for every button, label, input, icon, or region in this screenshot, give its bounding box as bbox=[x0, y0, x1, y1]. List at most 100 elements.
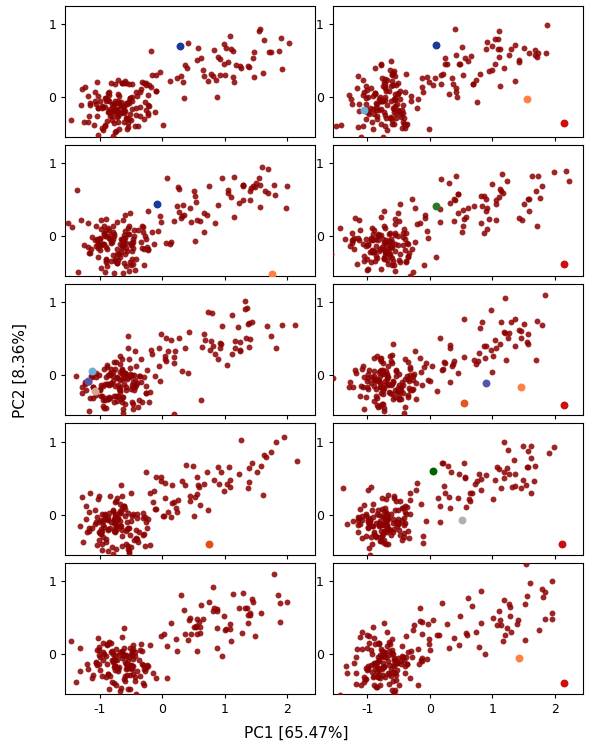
Point bbox=[371, 531, 381, 542]
Point bbox=[244, 462, 253, 474]
Point bbox=[91, 240, 101, 252]
Point bbox=[377, 643, 386, 655]
Point bbox=[102, 243, 111, 255]
Point bbox=[101, 230, 110, 242]
Point bbox=[393, 239, 403, 251]
Point bbox=[379, 660, 388, 672]
Point bbox=[229, 211, 239, 223]
Point bbox=[98, 125, 108, 137]
Point bbox=[499, 326, 509, 338]
Point bbox=[112, 111, 122, 123]
Point bbox=[110, 525, 119, 537]
Point bbox=[124, 79, 134, 91]
Point bbox=[388, 659, 397, 671]
Point bbox=[257, 459, 266, 471]
Point bbox=[202, 209, 212, 221]
Point bbox=[111, 520, 120, 532]
Point bbox=[120, 75, 130, 87]
Point bbox=[404, 391, 413, 403]
Point bbox=[197, 599, 206, 611]
Point bbox=[190, 235, 200, 247]
Point bbox=[258, 489, 268, 501]
Point bbox=[115, 646, 125, 657]
Point bbox=[366, 257, 375, 269]
Point bbox=[371, 530, 381, 542]
Point bbox=[380, 73, 390, 85]
Point bbox=[260, 185, 269, 197]
Point bbox=[252, 177, 261, 189]
Point bbox=[493, 33, 503, 45]
Point bbox=[155, 66, 165, 78]
Point bbox=[387, 80, 396, 92]
Point bbox=[114, 383, 124, 395]
Point bbox=[255, 25, 264, 37]
Point bbox=[238, 194, 247, 206]
Point bbox=[366, 644, 375, 656]
Point bbox=[85, 522, 94, 534]
Point bbox=[108, 249, 118, 260]
Point bbox=[137, 658, 146, 670]
Point bbox=[437, 364, 446, 375]
Point bbox=[120, 257, 129, 269]
Point bbox=[362, 79, 371, 91]
Point bbox=[213, 199, 222, 211]
Point bbox=[398, 231, 408, 243]
Point bbox=[91, 657, 101, 669]
Point bbox=[382, 239, 391, 251]
Point bbox=[81, 82, 90, 93]
Point bbox=[395, 529, 405, 541]
Point bbox=[124, 659, 134, 671]
Point bbox=[100, 93, 110, 105]
Point bbox=[491, 194, 501, 206]
Point bbox=[124, 651, 133, 663]
Point bbox=[379, 220, 388, 232]
Point bbox=[112, 243, 121, 255]
Point bbox=[139, 221, 148, 233]
Point bbox=[142, 522, 152, 533]
Point bbox=[172, 505, 181, 517]
Point bbox=[379, 646, 389, 658]
Point bbox=[96, 223, 106, 234]
Point bbox=[386, 670, 395, 682]
Point bbox=[419, 86, 428, 98]
Point bbox=[97, 508, 107, 520]
Point bbox=[127, 379, 137, 391]
Point bbox=[375, 654, 384, 666]
Point bbox=[96, 514, 105, 526]
Point bbox=[101, 224, 111, 236]
Point bbox=[157, 328, 166, 340]
Point bbox=[91, 504, 100, 516]
Point bbox=[384, 229, 394, 240]
Point bbox=[442, 58, 452, 70]
Point bbox=[109, 98, 118, 110]
Point bbox=[209, 582, 218, 594]
Point bbox=[141, 104, 151, 116]
Point bbox=[370, 657, 379, 669]
Point bbox=[394, 230, 403, 242]
Point bbox=[99, 521, 109, 533]
Point bbox=[519, 440, 528, 452]
Point bbox=[372, 680, 381, 692]
Point bbox=[398, 651, 408, 663]
Point bbox=[178, 475, 187, 487]
Point bbox=[375, 95, 385, 107]
Point bbox=[119, 651, 128, 663]
Point bbox=[151, 85, 160, 96]
Point bbox=[479, 341, 488, 352]
Point bbox=[243, 609, 253, 621]
Point bbox=[128, 258, 138, 270]
Point bbox=[390, 490, 399, 502]
Point bbox=[146, 81, 156, 93]
Point bbox=[347, 228, 356, 240]
Point bbox=[402, 237, 411, 249]
Point bbox=[401, 227, 411, 239]
Point bbox=[398, 387, 407, 399]
Point bbox=[204, 538, 214, 550]
Point bbox=[398, 378, 408, 390]
Point bbox=[377, 263, 386, 275]
Point bbox=[445, 197, 455, 209]
Point bbox=[357, 643, 366, 655]
Point bbox=[494, 191, 504, 203]
Point bbox=[499, 62, 509, 74]
Point bbox=[245, 607, 255, 619]
